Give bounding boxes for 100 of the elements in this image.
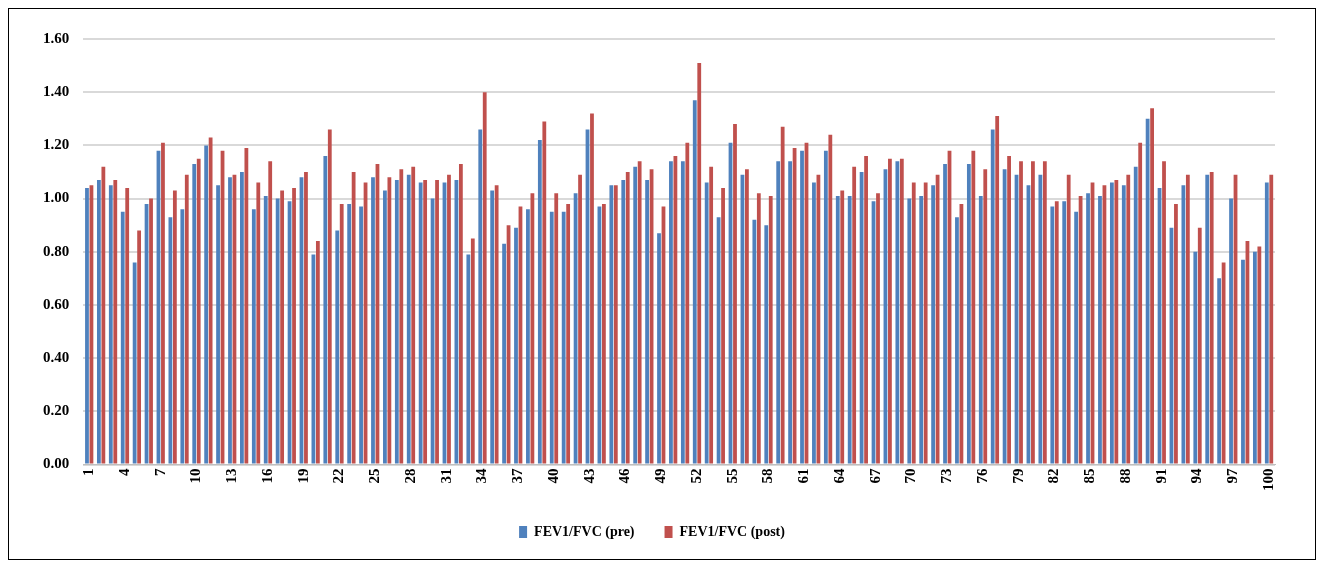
bar [196,158,201,464]
bar [256,182,261,464]
x-tick-label: 88 [1116,468,1133,484]
bar [955,217,959,464]
bar [697,62,702,464]
bar [852,166,857,464]
bar [1114,179,1119,464]
x-tick-label: 19 [294,468,311,484]
x-tick-label: 85 [1081,468,1098,484]
bar [859,171,864,464]
bar [669,161,673,464]
bar [609,185,614,464]
bar [1193,251,1198,464]
x-tick-label: 76 [973,468,990,484]
bar [418,182,423,464]
bar [1205,174,1210,464]
bar [514,227,518,464]
bar [387,177,392,464]
bar [971,150,976,464]
bar [216,185,220,464]
bar [1074,211,1079,464]
bar [645,179,649,464]
x-tick-label: 79 [1009,468,1026,484]
bar [911,182,916,464]
x-tick-label: 10 [187,468,204,484]
bar [280,190,285,464]
bar [458,163,463,464]
bar [1264,182,1269,464]
bar [120,211,125,464]
bar [108,185,113,464]
bar [482,92,487,464]
bar [657,233,661,464]
bar [494,185,499,464]
bar [180,209,185,464]
x-tick-label: 61 [795,468,812,484]
bar [244,148,249,464]
bar [1086,193,1090,464]
bar [966,163,971,464]
bar [399,169,404,464]
bar [756,193,761,464]
x-tick-label: 28 [401,468,418,484]
x-tick-label: 91 [1152,468,1169,484]
bar [470,238,475,464]
bar [371,177,375,464]
legend-label: FEV1/FVC (pre) [534,523,635,540]
bar [990,129,995,464]
y-tick-label: 0.00 [43,455,70,472]
bar [351,171,356,464]
x-tick-label: 52 [687,468,704,484]
bar [1042,161,1047,464]
bar [840,190,845,464]
bar [240,171,244,464]
bar [1038,174,1043,464]
bar [995,116,1000,464]
x-tick-label: 64 [830,468,847,484]
y-tick-label: 0.60 [43,295,70,312]
y-tick-label: 1.00 [43,189,70,206]
bar [602,203,606,464]
bar [566,203,571,464]
bar [943,163,947,464]
bar [780,126,785,464]
bar [335,230,340,464]
bar [96,179,101,464]
bar [1109,182,1114,464]
y-tick-label: 1.40 [43,83,70,100]
bar [1209,171,1214,464]
bar [1217,278,1222,464]
bar [101,166,106,464]
bar [192,163,197,464]
bar [184,174,189,464]
bar [895,161,900,464]
bar [149,198,153,464]
bar [633,166,638,464]
bar [168,217,173,464]
bar [864,156,868,464]
x-tick-label: 70 [902,468,919,484]
bar [268,161,273,464]
y-tick-label: 0.20 [43,402,70,419]
bar [208,137,213,464]
x-tick-label: 46 [616,468,633,484]
bar [621,179,626,464]
bar [1241,259,1245,464]
bar [411,166,416,464]
bar [161,142,165,464]
bar [716,217,721,464]
x-tick-label: 100 [1259,468,1276,491]
bar [788,161,793,464]
bar [132,262,137,464]
bar [685,142,690,464]
x-tick-label: 82 [1045,468,1062,484]
bar [549,211,554,464]
bar [978,195,983,464]
bar [1054,201,1059,464]
bar [406,174,411,464]
bar [1062,201,1067,464]
bar [1133,166,1138,464]
bar [637,161,642,464]
x-tick-label: 31 [437,468,454,484]
bar [1229,198,1233,464]
x-tick-label: 43 [580,468,597,484]
